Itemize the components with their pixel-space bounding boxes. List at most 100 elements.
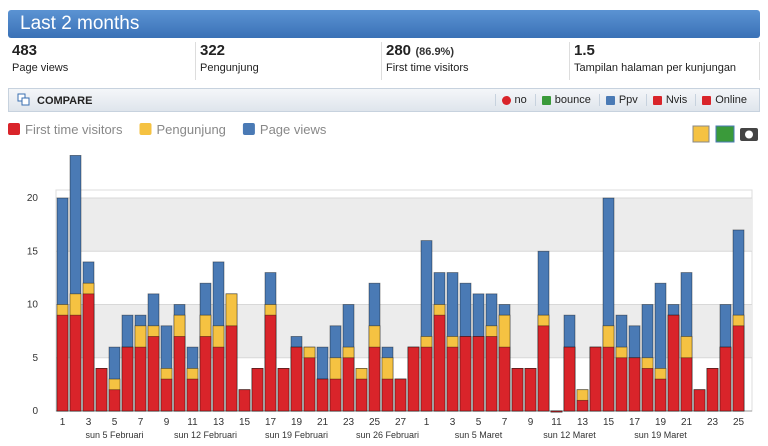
bar — [576, 399, 589, 412]
bar — [368, 346, 381, 412]
bar — [615, 357, 628, 412]
bar — [95, 367, 108, 412]
stat: 483 Page views — [8, 42, 196, 80]
button-icon — [605, 95, 615, 105]
bar — [667, 314, 680, 412]
bar — [264, 314, 277, 412]
bar — [394, 378, 407, 412]
compare-button[interactable]: bounce — [534, 94, 599, 106]
bar — [381, 378, 394, 412]
stat-value: 280 — [386, 42, 412, 59]
stat-label: Pengunjung — [200, 62, 259, 74]
bar — [251, 367, 264, 412]
x-tick-label: 1 — [424, 417, 430, 428]
button-label: Ppv — [618, 94, 638, 106]
button-label: no — [514, 94, 527, 106]
x-tick-label: 23 — [343, 417, 355, 428]
week-label: sun 19 Februari — [265, 430, 328, 440]
legend-swatch — [8, 123, 20, 135]
bar — [407, 346, 420, 412]
bar — [732, 325, 745, 412]
bar — [641, 367, 654, 412]
bar — [290, 346, 303, 412]
stat-value-row: 1.5 — [574, 42, 759, 60]
x-tick-label: 17 — [629, 417, 641, 428]
legend-label: First time visitors — [25, 122, 123, 137]
stat-label: Page views — [12, 62, 69, 74]
bar — [212, 346, 225, 412]
legend-swatch — [139, 123, 152, 135]
chart-icon — [715, 125, 735, 143]
bar — [173, 336, 186, 412]
compare-button[interactable]: Nvis — [645, 94, 695, 106]
bar — [524, 367, 537, 412]
bar — [134, 346, 147, 412]
y-tick-label: 20 — [27, 193, 39, 204]
bar — [329, 378, 342, 412]
bar — [498, 346, 511, 412]
stat-label: First time visitors — [386, 62, 469, 74]
bar — [108, 389, 121, 412]
y-tick-label: 5 — [32, 353, 38, 364]
chart-icon — [692, 125, 710, 143]
week-label: sun 12 Februari — [174, 430, 237, 440]
bar — [589, 346, 602, 412]
x-tick-label: 25 — [733, 417, 745, 428]
button-icon — [702, 95, 712, 105]
bar — [56, 314, 69, 412]
x-tick-label: 13 — [213, 417, 225, 428]
button-label: Nvis — [665, 94, 688, 106]
legend-swatch — [242, 123, 255, 135]
stat-value-row: 322 — [200, 42, 381, 60]
stat-value: 483 — [12, 42, 38, 59]
bar — [563, 346, 576, 412]
x-tick-label: 3 — [450, 417, 456, 428]
bar — [485, 336, 498, 412]
bar — [654, 378, 667, 412]
x-tick-label: 19 — [291, 417, 303, 428]
stat-value: 322 — [200, 42, 226, 59]
x-tick-label: 7 — [502, 417, 508, 428]
bar — [602, 346, 615, 412]
bar — [680, 357, 693, 412]
stat-value: 1.5 — [574, 42, 595, 59]
button-label: Online — [715, 94, 747, 106]
stat-label: Tampilan halaman per kunjungan — [574, 62, 737, 74]
x-tick-label: 15 — [239, 417, 251, 428]
bar — [420, 346, 433, 412]
bar — [147, 336, 160, 412]
week-label: sun 5 Februari — [85, 430, 143, 440]
bar — [446, 346, 459, 412]
bar — [355, 378, 368, 412]
y-tick-label: 15 — [27, 246, 39, 257]
x-tick-label: 9 — [528, 417, 534, 428]
bar — [160, 378, 173, 412]
compare-button[interactable]: Ppv — [598, 94, 646, 106]
stat: 1.5 Tampilan halaman per kunjungan — [570, 42, 760, 80]
bar — [706, 367, 719, 412]
compare-button[interactable]: Online — [695, 94, 755, 106]
bar — [472, 336, 485, 412]
x-tick-label: 3 — [86, 417, 92, 428]
x-tick-label: 21 — [317, 417, 329, 428]
bar — [121, 346, 134, 412]
x-tick-label: 11 — [551, 417, 562, 428]
bar — [719, 346, 732, 412]
x-tick-label: 15 — [603, 417, 615, 428]
panel-title: Last 2 months — [8, 10, 760, 38]
stat-value-row: 483 — [12, 42, 195, 60]
bar — [316, 378, 329, 412]
x-tick-label: 1 — [60, 417, 66, 428]
x-tick-label: 25 — [369, 417, 381, 428]
bar — [303, 357, 316, 412]
x-tick-label: 27 — [395, 417, 407, 428]
compare-button[interactable]: no — [494, 94, 535, 106]
x-tick-label: 5 — [476, 417, 482, 428]
bar — [69, 314, 82, 412]
bar — [511, 367, 524, 412]
bar — [238, 389, 251, 412]
button-icon — [652, 95, 662, 105]
button-label: bounce — [554, 94, 591, 106]
bar — [550, 410, 563, 413]
